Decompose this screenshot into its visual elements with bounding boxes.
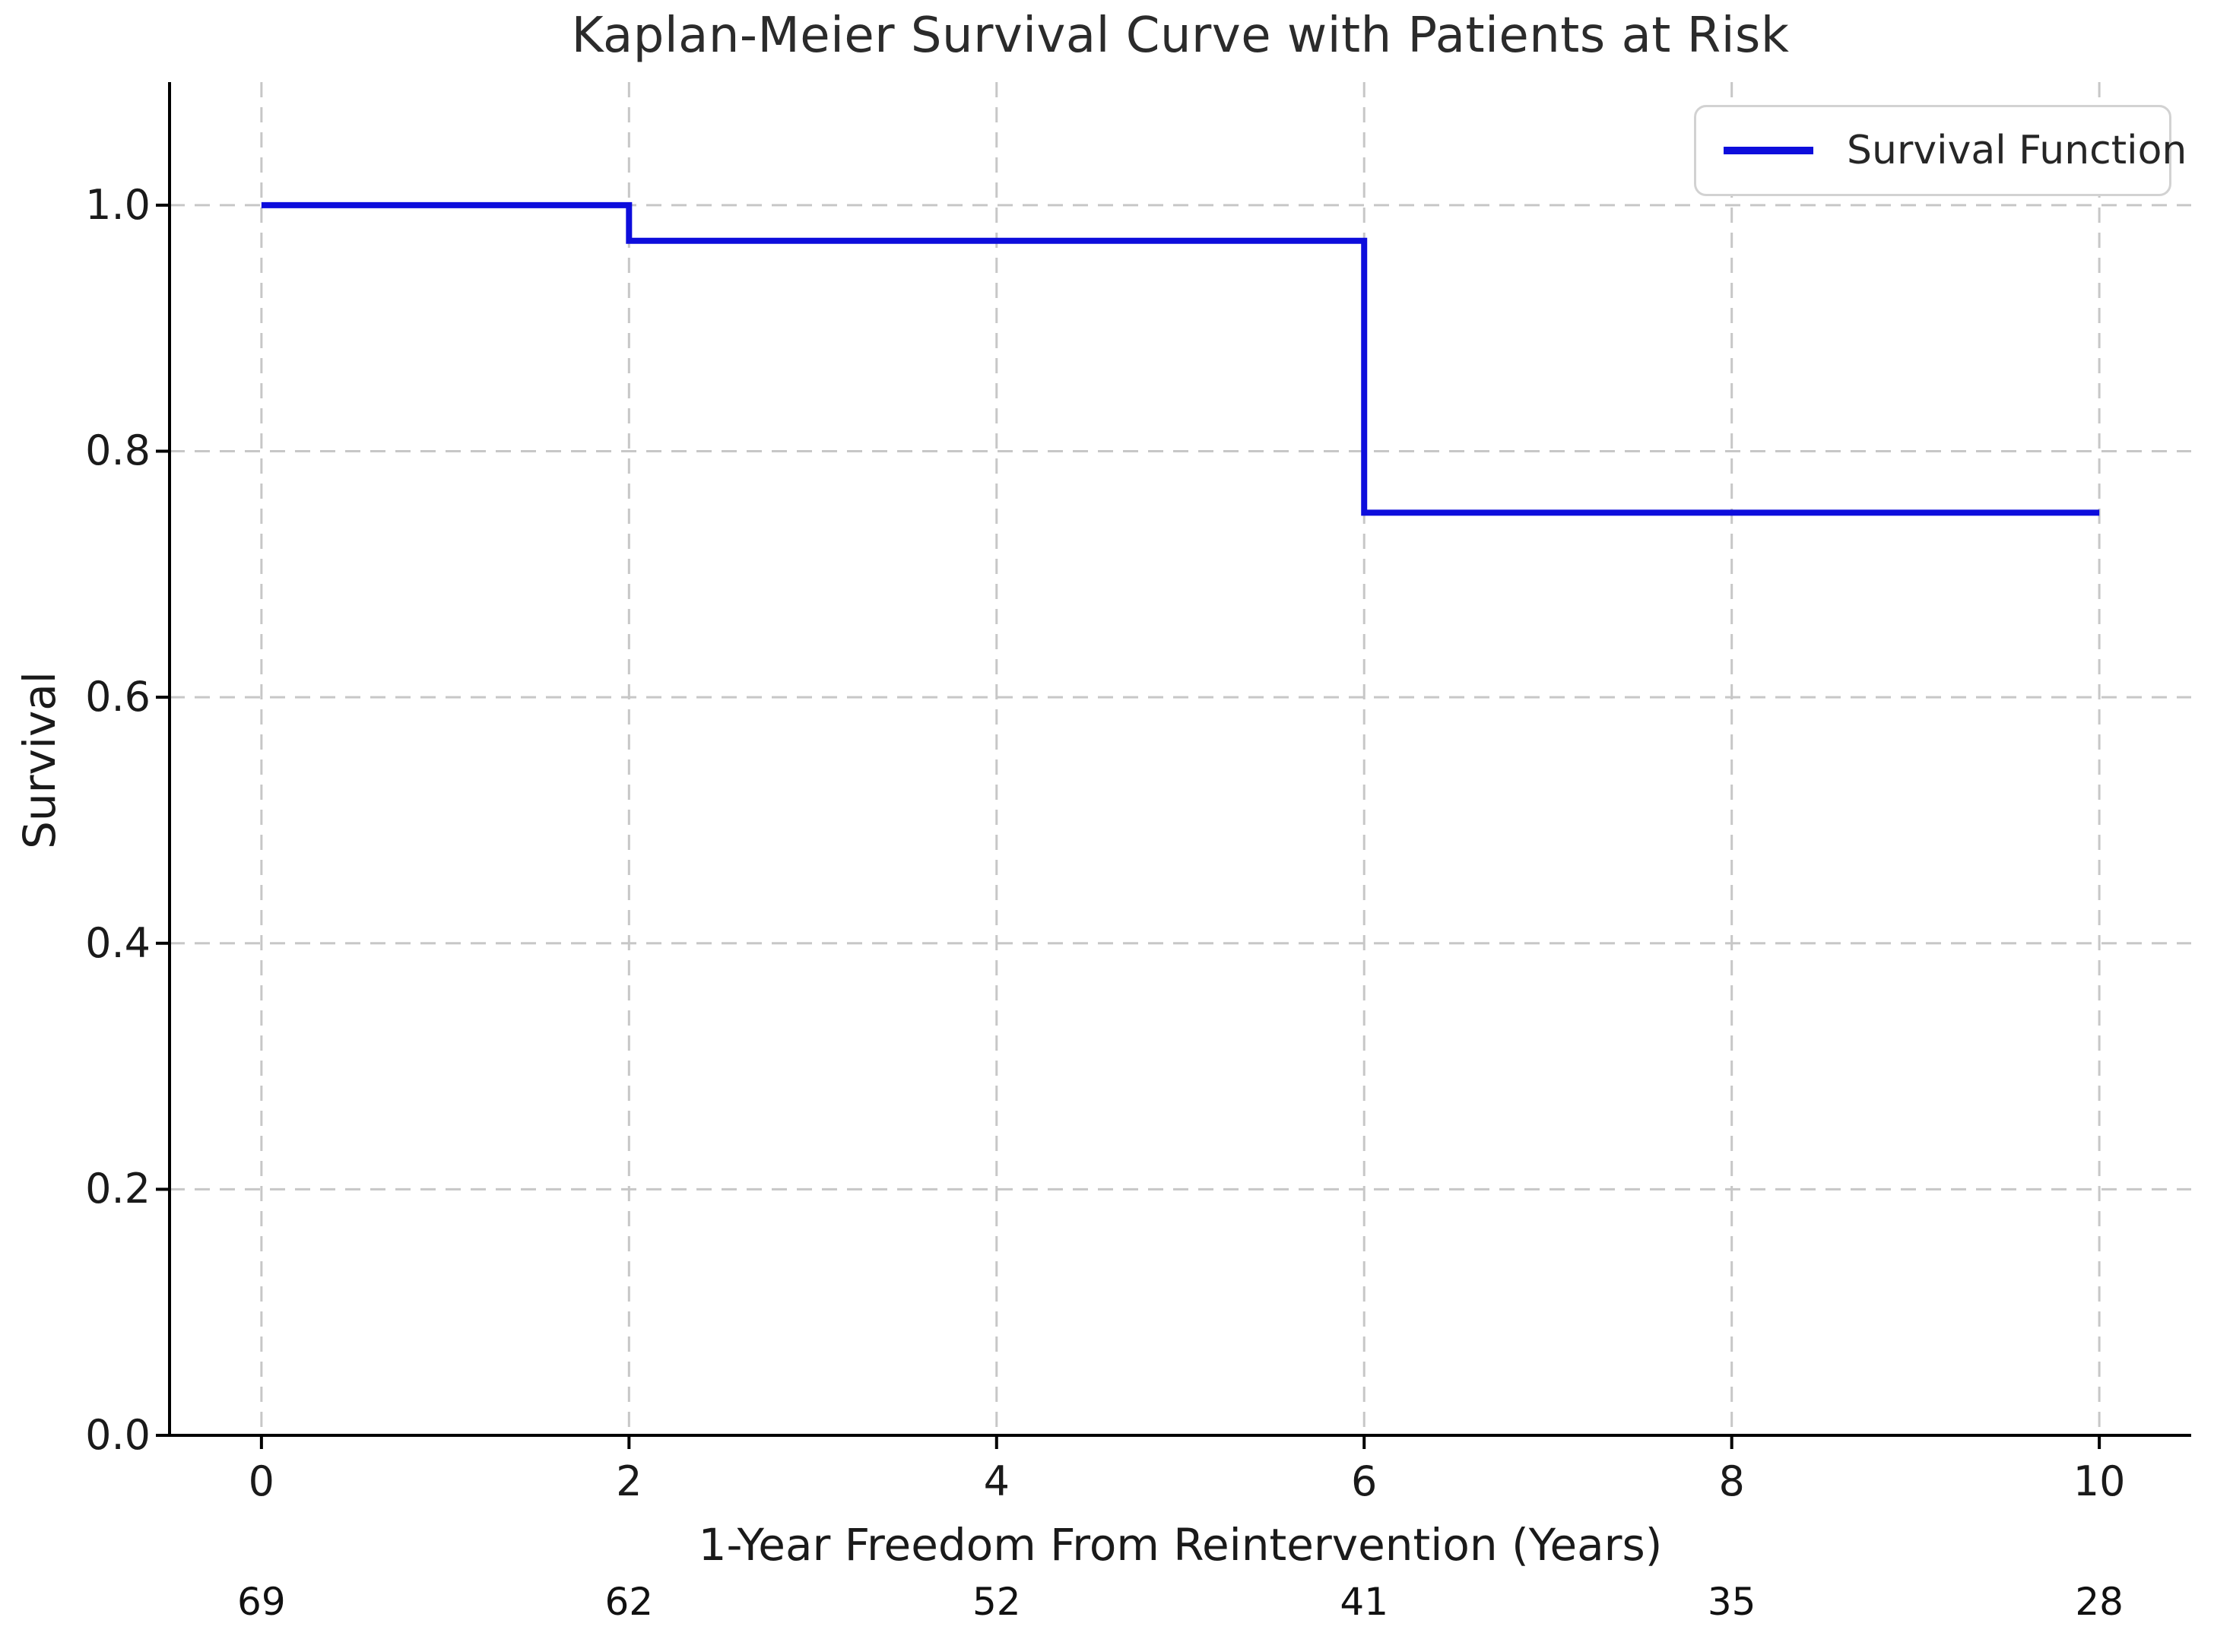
at-risk-count: 69 — [237, 1580, 286, 1624]
y-tick-label: 1.0 — [85, 180, 151, 229]
at-risk-count: 41 — [1340, 1580, 1389, 1624]
y-tick-label: 0.2 — [85, 1165, 151, 1213]
legend: Survival Function — [1694, 105, 2187, 196]
y-tick-label: 0.8 — [85, 426, 151, 475]
x-tick-label: 2 — [616, 1457, 642, 1505]
chart-title: Kaplan-Meier Survival Curve with Patient… — [571, 8, 1790, 64]
at-risk-count: 28 — [2075, 1580, 2124, 1624]
x-tick-label: 6 — [1351, 1457, 1378, 1505]
x-tick-label: 0 — [248, 1457, 275, 1505]
at-risk-count: 52 — [972, 1580, 1021, 1624]
legend-label: Survival Function — [1847, 128, 2187, 173]
x-axis-label: 1-Year Freedom From Reintervention (Year… — [698, 1519, 1663, 1571]
x-tick-label: 10 — [2073, 1457, 2126, 1505]
y-tick-label: 0.6 — [85, 673, 151, 721]
y-tick-label: 0.4 — [85, 918, 151, 967]
at-risk-count: 62 — [604, 1580, 654, 1624]
y-tick-label: 0.0 — [85, 1411, 151, 1459]
legend-line-swatch — [1724, 147, 1813, 154]
x-tick-label: 4 — [983, 1457, 1010, 1505]
at-risk-count: 35 — [1707, 1580, 1756, 1624]
survival-curve — [261, 201, 2100, 516]
x-tick-label: 8 — [1718, 1457, 1745, 1505]
